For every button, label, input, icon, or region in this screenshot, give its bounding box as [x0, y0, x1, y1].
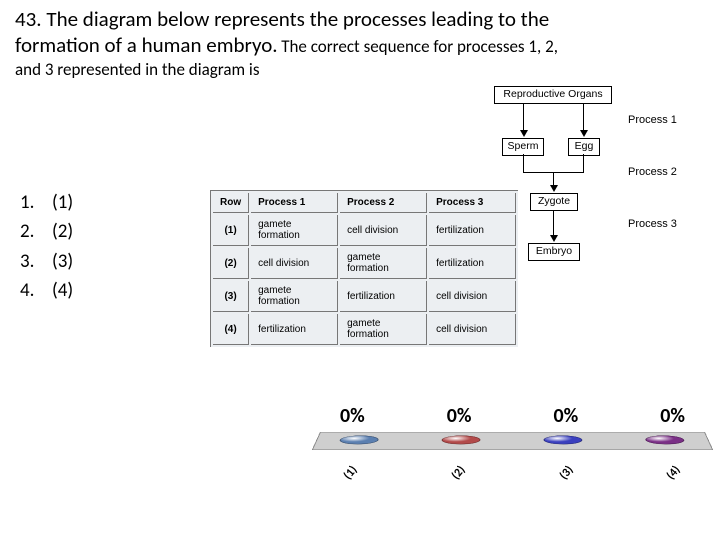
arrowhead-icon [520, 130, 528, 137]
answer-number: 4. [20, 276, 52, 305]
table-cell: (2) [213, 248, 249, 279]
poll-xlabel: (3) [557, 463, 576, 482]
question-block: 43. The diagram below represents the pro… [15, 6, 705, 81]
poll-pct: 0% [554, 404, 579, 428]
flow-box-egg: Egg [568, 138, 600, 156]
question-number: 43. [15, 6, 42, 32]
poll-pct: 0% [340, 404, 365, 428]
poll-disc [543, 435, 583, 444]
flow-arrow [553, 210, 554, 236]
table-cell: cell division [251, 248, 338, 279]
table-header: Row [213, 193, 249, 213]
table-cell: cell division [429, 281, 516, 312]
answer-text: (4) [52, 276, 73, 305]
answer-number: 3. [20, 247, 52, 276]
poll-xlabel: (1) [341, 463, 360, 482]
answer-text: (3) [52, 247, 73, 276]
table-header-row: Row Process 1 Process 2 Process 3 [213, 193, 516, 213]
flow-arrow [523, 103, 524, 131]
question-text-2b: The correct sequence for processes 1, 2, [281, 36, 558, 57]
flow-box-embryo: Embryo [528, 243, 580, 261]
answer-row[interactable]: 2. (2) [20, 217, 73, 246]
flow-arrow [583, 154, 584, 172]
table-row: (3) gamete formation fertilization cell … [213, 281, 516, 312]
answer-number: 2. [20, 217, 52, 246]
poll-disc [644, 435, 686, 444]
flow-label-p1: Process 1 [628, 114, 677, 126]
table-cell: (4) [213, 314, 249, 345]
table-row: (4) fertilization gamete formation cell … [213, 314, 516, 345]
process-table: Row Process 1 Process 2 Process 3 (1) ga… [210, 190, 518, 347]
poll-percentages: 0% 0% 0% 0% [320, 404, 705, 432]
table-cell: fertilization [251, 314, 338, 345]
table-cell: fertilization [429, 215, 516, 246]
arrowhead-icon [580, 130, 588, 137]
flow-box-sperm: Sperm [502, 138, 544, 156]
answer-text: (1) [52, 188, 73, 217]
flow-box-repro: Reproductive Organs [494, 86, 612, 104]
question-text-3: and 3 represented in the diagram is [15, 59, 705, 82]
poll-pct: 0% [660, 404, 685, 428]
answer-list: 1. (1) 2. (2) 3. (3) 4. (4) [20, 188, 73, 306]
table-cell: fertilization [340, 281, 427, 312]
arrowhead-icon [550, 235, 558, 242]
table-cell: gamete formation [340, 314, 427, 345]
poll-xlabel: (4) [664, 463, 683, 482]
poll-xlabels: (1) (2) (3) (4) [320, 462, 705, 480]
table-header: Process 1 [251, 193, 338, 213]
poll-platform [312, 432, 713, 450]
flow-arrow [553, 172, 554, 186]
answer-row[interactable]: 1. (1) [20, 188, 73, 217]
question-line2: formation of a human embryo. The correct… [15, 32, 705, 58]
arrowhead-icon [550, 185, 558, 192]
question-text-1: The diagram below represents the process… [46, 6, 549, 32]
table-cell: cell division [429, 314, 516, 345]
answer-row[interactable]: 4. (4) [20, 276, 73, 305]
answer-number: 1. [20, 188, 52, 217]
question-line1: 43. The diagram below represents the pro… [15, 6, 705, 32]
table-cell: (1) [213, 215, 249, 246]
flow-label-p2: Process 2 [628, 166, 677, 178]
question-text-2a: formation of a human embryo. [15, 32, 278, 58]
flow-label-p3: Process 3 [628, 218, 677, 230]
table-header: Process 2 [340, 193, 427, 213]
poll-chart: 0% 0% 0% 0% (1) (2) (3) (4) [320, 404, 705, 480]
flow-arrow [583, 103, 584, 131]
table-cell: gamete formation [340, 248, 427, 279]
table-row: (1) gamete formation cell division ferti… [213, 215, 516, 246]
flow-box-zygote: Zygote [530, 193, 578, 211]
flow-arrow [523, 154, 524, 172]
poll-pct: 0% [447, 404, 472, 428]
poll-xlabel: (2) [449, 463, 468, 482]
poll-disc [338, 435, 380, 444]
table-cell: cell division [340, 215, 427, 246]
table-cell: gamete formation [251, 215, 338, 246]
answer-text: (2) [52, 217, 73, 246]
answer-row[interactable]: 3. (3) [20, 247, 73, 276]
table-cell: fertilization [429, 248, 516, 279]
poll-disc [441, 435, 481, 444]
table-cell: gamete formation [251, 281, 338, 312]
table-cell: (3) [213, 281, 249, 312]
table-row: (2) cell division gamete formation ferti… [213, 248, 516, 279]
table-header: Process 3 [429, 193, 516, 213]
